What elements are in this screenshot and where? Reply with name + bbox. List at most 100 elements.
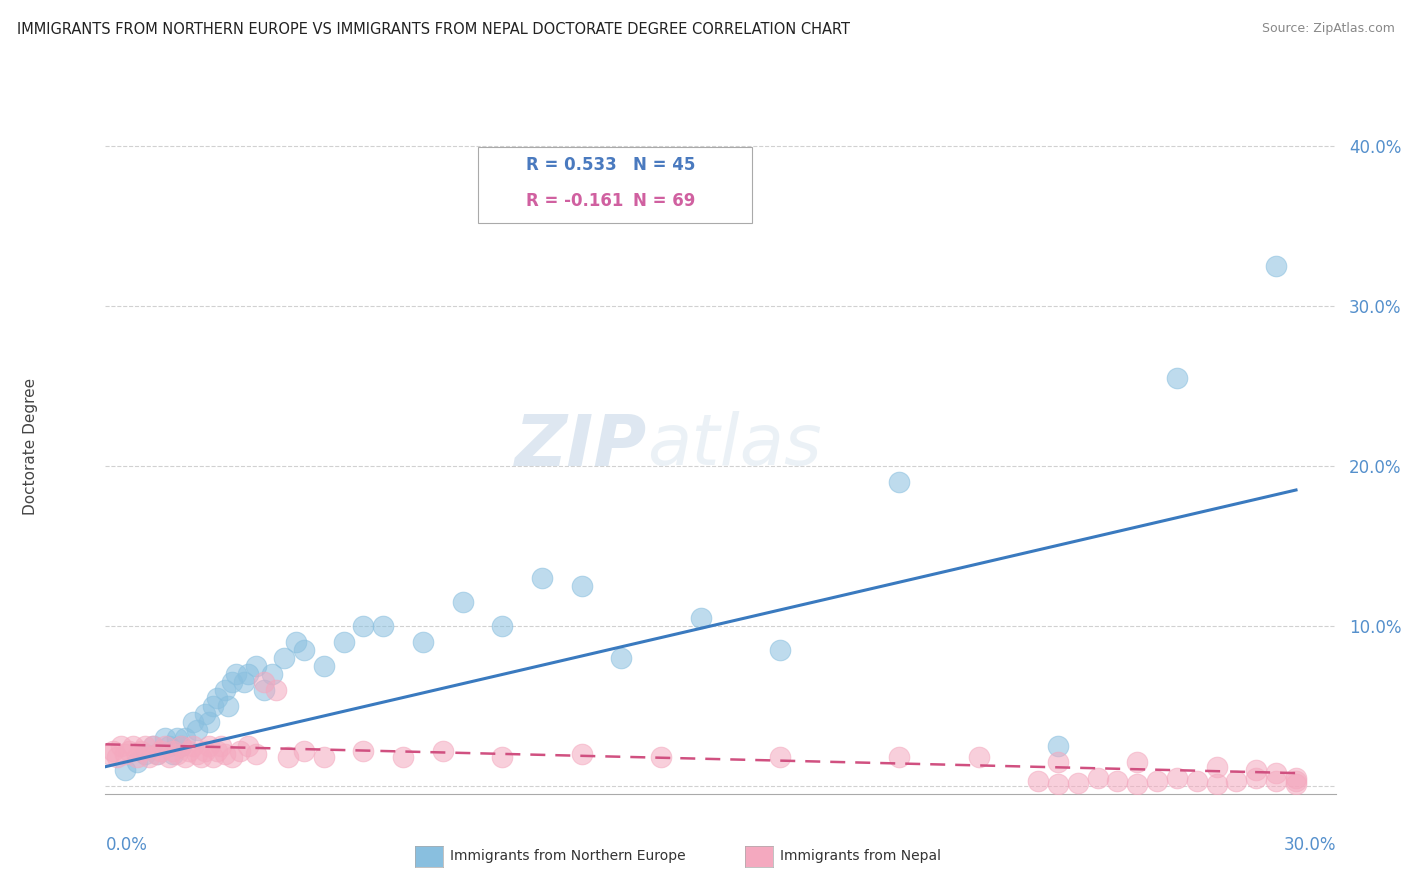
Text: Source: ZipAtlas.com: Source: ZipAtlas.com <box>1261 22 1395 36</box>
Point <box>221 674 243 689</box>
Point <box>491 750 513 764</box>
Point <box>245 659 267 673</box>
Point <box>571 579 593 593</box>
Point <box>1046 755 1069 769</box>
Point <box>138 750 160 764</box>
Point <box>491 619 513 633</box>
Point <box>134 747 156 761</box>
Text: atlas: atlas <box>647 411 821 481</box>
Point <box>1285 774 1308 789</box>
Point <box>153 739 176 753</box>
Text: N = 69: N = 69 <box>633 192 695 210</box>
Point <box>105 750 128 764</box>
Point <box>221 750 243 764</box>
Point <box>1146 774 1168 789</box>
Point <box>1185 774 1208 789</box>
Point <box>118 744 141 758</box>
Point <box>769 643 792 657</box>
Point <box>352 619 374 633</box>
Point <box>214 682 236 697</box>
Point <box>412 635 434 649</box>
Point <box>229 744 252 758</box>
Point <box>769 750 792 764</box>
Point <box>292 744 315 758</box>
Point <box>530 571 553 585</box>
Text: Doctorate Degree: Doctorate Degree <box>24 377 38 515</box>
Point <box>1265 259 1288 273</box>
Point <box>262 667 284 681</box>
Point <box>122 739 145 753</box>
Point <box>162 744 184 758</box>
Point <box>214 747 236 761</box>
Point <box>1265 766 1288 780</box>
Point <box>194 744 217 758</box>
Point <box>146 747 169 761</box>
Text: Immigrants from Northern Europe: Immigrants from Northern Europe <box>450 849 686 863</box>
Text: 30.0%: 30.0% <box>1284 836 1336 854</box>
Point <box>392 750 415 764</box>
Point <box>238 739 260 753</box>
Point <box>162 747 184 761</box>
Point <box>238 667 260 681</box>
Point <box>170 739 193 753</box>
Point <box>173 750 195 764</box>
Point <box>650 750 672 764</box>
Point <box>153 731 176 745</box>
Point <box>201 750 224 764</box>
Point <box>1087 771 1109 785</box>
Point <box>610 651 633 665</box>
Point <box>264 682 287 697</box>
Point <box>170 739 193 753</box>
Point <box>157 739 180 753</box>
Point <box>157 750 180 764</box>
Point <box>967 750 990 764</box>
Point <box>1046 777 1069 791</box>
Point <box>1126 777 1149 791</box>
Point <box>205 744 228 758</box>
Point <box>233 674 256 689</box>
Point <box>1225 774 1247 789</box>
Point <box>194 706 217 721</box>
Point <box>127 750 149 764</box>
Point <box>332 635 354 649</box>
Point <box>129 744 152 758</box>
Point <box>451 595 474 609</box>
Point <box>201 698 224 713</box>
Point <box>173 731 195 745</box>
Text: R = 0.533: R = 0.533 <box>526 156 617 174</box>
Point <box>186 723 208 737</box>
Point <box>1107 774 1129 789</box>
Text: N = 45: N = 45 <box>633 156 695 174</box>
Point <box>150 744 173 758</box>
Point <box>98 747 121 761</box>
Point <box>197 739 219 753</box>
Point <box>1067 775 1090 789</box>
Point <box>1126 755 1149 769</box>
Text: 0.0%: 0.0% <box>105 836 148 854</box>
Point <box>142 739 165 753</box>
Point <box>197 714 219 729</box>
Point <box>432 744 454 758</box>
Point <box>134 739 156 753</box>
Point <box>177 744 200 758</box>
Point <box>1265 774 1288 789</box>
Point <box>1205 777 1227 791</box>
Point <box>1026 774 1049 789</box>
Point <box>114 763 136 777</box>
Point <box>277 750 299 764</box>
Point <box>1166 371 1188 385</box>
Text: Immigrants from Nepal: Immigrants from Nepal <box>780 849 942 863</box>
Point <box>225 667 247 681</box>
Point <box>142 739 165 753</box>
Point <box>571 747 593 761</box>
Point <box>186 747 208 761</box>
Point <box>205 690 228 705</box>
Text: IMMIGRANTS FROM NORTHERN EUROPE VS IMMIGRANTS FROM NEPAL DOCTORATE DEGREE CORREL: IMMIGRANTS FROM NORTHERN EUROPE VS IMMIG… <box>17 22 849 37</box>
Point <box>103 744 125 758</box>
Point <box>181 739 204 753</box>
Point <box>245 747 267 761</box>
Point <box>253 682 276 697</box>
Point <box>146 747 169 761</box>
Point <box>218 698 240 713</box>
Text: R = -0.161: R = -0.161 <box>526 192 623 210</box>
